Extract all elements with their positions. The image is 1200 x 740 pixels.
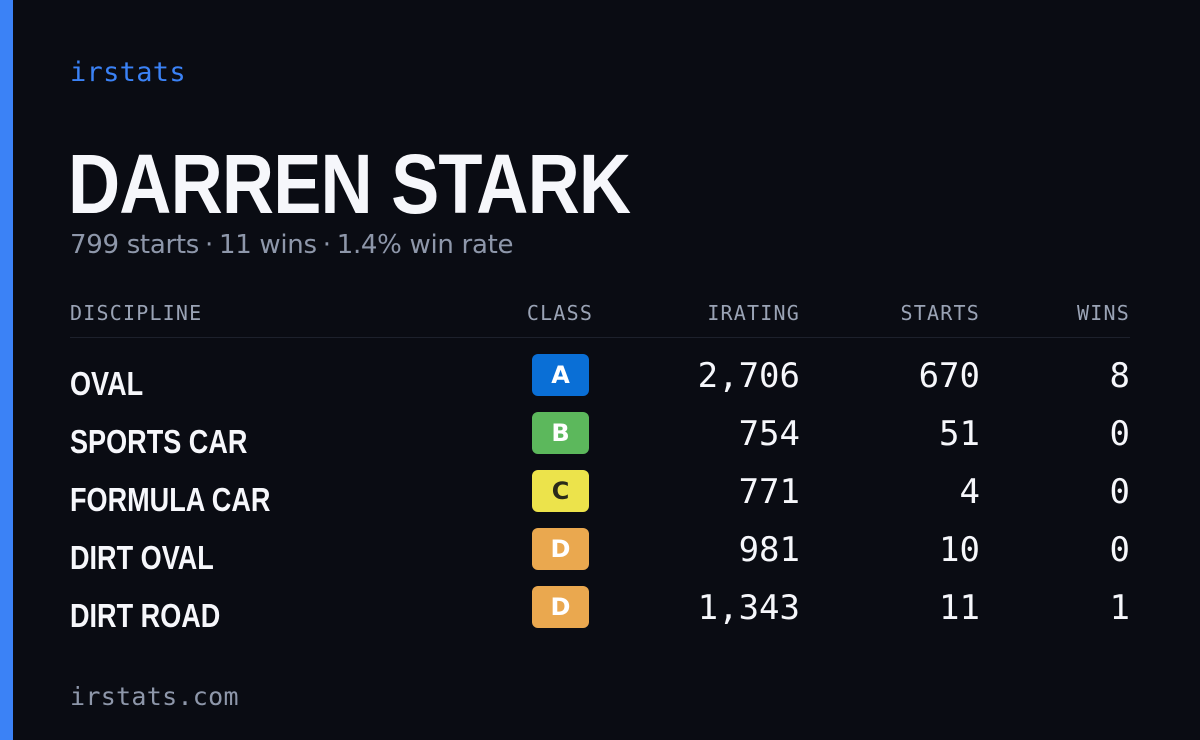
class-badge: C <box>532 470 589 512</box>
irating-value: 981 <box>738 530 800 570</box>
discipline-name: FORMULA CAR <box>70 481 271 518</box>
table-body: OVAL A 2,706 670 8 SPORTS CAR B 754 51 0 FORMULA C… <box>70 354 1130 644</box>
irating-value: 754 <box>738 414 800 454</box>
column-header-irating: IRATING <box>707 301 800 325</box>
wins-value: 0 <box>1109 414 1130 454</box>
class-badge: D <box>532 528 589 570</box>
discipline-name: OVAL <box>70 365 144 402</box>
discipline-name: SPORTS CAR <box>70 423 248 460</box>
driver-name: DARREN STARK <box>68 137 631 231</box>
wins-value: 0 <box>1109 530 1130 570</box>
summary-win-rate: 1.4% win rate <box>336 230 514 260</box>
class-badge: D <box>532 586 589 628</box>
starts-value: 51 <box>939 414 980 454</box>
summary-starts: 799 starts <box>70 230 199 260</box>
column-header-class: CLASS <box>526 301 594 325</box>
table-row: DIRT ROAD D 1,343 11 1 <box>70 586 1130 644</box>
starts-value: 4 <box>959 472 980 512</box>
summary-separator: · <box>322 230 331 260</box>
driver-summary: 799 starts · 11 wins · 1.4% win rate <box>70 228 513 262</box>
irating-value: 1,343 <box>697 588 800 628</box>
column-header-discipline: DISCIPLINE <box>70 301 203 325</box>
column-header-starts: STARTS <box>900 301 980 325</box>
accent-bar <box>0 0 13 740</box>
irating-value: 2,706 <box>697 356 800 396</box>
table-row: OVAL A 2,706 670 8 <box>70 354 1130 412</box>
table-row: SPORTS CAR B 754 51 0 <box>70 412 1130 470</box>
table-row: DIRT OVAL D 981 10 0 <box>70 528 1130 586</box>
footer-url[interactable]: irstats.com <box>70 682 239 711</box>
class-badge: A <box>532 354 589 396</box>
starts-value: 10 <box>939 530 980 570</box>
irating-value: 771 <box>738 472 800 512</box>
summary-separator: · <box>205 230 213 260</box>
discipline-name: DIRT OVAL <box>70 539 214 576</box>
table-header: DISCIPLINE CLASS IRATING STARTS WINS <box>70 296 1130 338</box>
brand-logo-text[interactable]: irstats <box>70 57 186 88</box>
column-header-wins: WINS <box>1077 301 1130 325</box>
starts-value: 11 <box>939 588 980 628</box>
discipline-table: DISCIPLINE CLASS IRATING STARTS WINS OVA… <box>70 296 1130 644</box>
wins-value: 8 <box>1109 356 1130 396</box>
starts-value: 670 <box>918 356 980 396</box>
table-row: FORMULA CAR C 771 4 0 <box>70 470 1130 528</box>
discipline-name: DIRT ROAD <box>70 597 221 634</box>
summary-wins: 11 wins <box>218 230 317 260</box>
wins-value: 1 <box>1109 588 1130 628</box>
class-badge: B <box>532 412 589 454</box>
wins-value: 0 <box>1109 472 1130 512</box>
